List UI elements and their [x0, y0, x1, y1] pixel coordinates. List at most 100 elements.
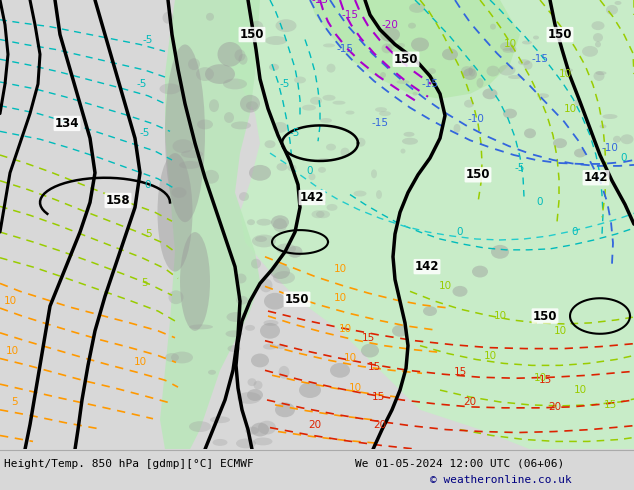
Text: 10: 10: [349, 383, 361, 393]
Text: -15: -15: [372, 119, 389, 128]
Ellipse shape: [361, 343, 379, 358]
Ellipse shape: [595, 42, 601, 48]
Ellipse shape: [203, 170, 219, 184]
Ellipse shape: [500, 42, 514, 51]
Ellipse shape: [316, 210, 330, 218]
Ellipse shape: [181, 150, 203, 158]
Ellipse shape: [236, 296, 248, 305]
Ellipse shape: [533, 36, 539, 40]
Text: 10: 10: [439, 281, 451, 292]
Text: 142: 142: [300, 191, 324, 204]
Text: 150: 150: [394, 53, 418, 66]
Ellipse shape: [401, 148, 406, 153]
Ellipse shape: [490, 24, 496, 29]
Ellipse shape: [157, 153, 193, 271]
Ellipse shape: [461, 66, 473, 76]
Text: 150: 150: [240, 28, 264, 41]
Polygon shape: [310, 0, 520, 99]
Ellipse shape: [240, 95, 260, 113]
Ellipse shape: [239, 192, 249, 201]
Ellipse shape: [392, 325, 408, 337]
Ellipse shape: [196, 67, 214, 81]
Ellipse shape: [171, 351, 193, 364]
Text: 20: 20: [373, 419, 387, 430]
Ellipse shape: [252, 235, 276, 247]
Ellipse shape: [238, 54, 247, 65]
Ellipse shape: [318, 158, 330, 162]
Ellipse shape: [537, 93, 549, 98]
Ellipse shape: [320, 118, 332, 123]
Ellipse shape: [294, 76, 306, 83]
Ellipse shape: [273, 218, 287, 232]
Ellipse shape: [276, 344, 285, 349]
Ellipse shape: [356, 138, 365, 147]
Text: 10: 10: [559, 69, 572, 79]
Text: 5: 5: [11, 397, 17, 407]
Ellipse shape: [397, 43, 405, 48]
Ellipse shape: [205, 64, 235, 84]
Text: 15: 15: [604, 400, 617, 410]
Ellipse shape: [276, 19, 297, 32]
Text: 10: 10: [333, 264, 347, 273]
Text: 0: 0: [307, 166, 313, 176]
Ellipse shape: [299, 382, 321, 398]
Text: 142: 142: [415, 260, 439, 273]
Text: 15: 15: [361, 333, 375, 343]
Ellipse shape: [595, 71, 607, 75]
Ellipse shape: [593, 33, 603, 42]
Text: -5: -5: [280, 79, 290, 89]
Ellipse shape: [453, 286, 467, 297]
Ellipse shape: [278, 366, 290, 379]
Ellipse shape: [189, 324, 213, 329]
Ellipse shape: [311, 210, 325, 218]
Polygon shape: [230, 0, 634, 449]
Ellipse shape: [574, 99, 581, 106]
Text: -15: -15: [342, 10, 358, 20]
Ellipse shape: [273, 271, 295, 284]
Ellipse shape: [396, 80, 410, 84]
Ellipse shape: [375, 107, 387, 112]
Ellipse shape: [346, 111, 354, 115]
Ellipse shape: [287, 246, 302, 258]
Ellipse shape: [189, 421, 211, 432]
Text: 5: 5: [145, 229, 152, 239]
Ellipse shape: [251, 259, 261, 269]
Ellipse shape: [208, 370, 216, 375]
Ellipse shape: [263, 343, 277, 349]
Ellipse shape: [508, 75, 522, 79]
Ellipse shape: [209, 99, 219, 112]
Ellipse shape: [271, 215, 289, 229]
Text: 20: 20: [308, 419, 321, 430]
Ellipse shape: [250, 21, 264, 35]
Ellipse shape: [276, 163, 287, 171]
Ellipse shape: [210, 416, 230, 423]
Ellipse shape: [379, 111, 391, 116]
Text: 15: 15: [367, 363, 380, 372]
Text: 10: 10: [484, 350, 496, 361]
Ellipse shape: [477, 78, 484, 88]
Text: 158: 158: [106, 194, 131, 207]
Ellipse shape: [327, 204, 337, 211]
Text: -15: -15: [531, 54, 548, 64]
Text: 10: 10: [503, 39, 517, 49]
Text: Height/Temp. 850 hPa [gdmp][°C] ECMWF: Height/Temp. 850 hPa [gdmp][°C] ECMWF: [4, 459, 254, 468]
Text: 0: 0: [621, 153, 627, 163]
Ellipse shape: [582, 46, 598, 57]
Ellipse shape: [614, 1, 621, 5]
Ellipse shape: [371, 170, 377, 178]
Ellipse shape: [522, 41, 532, 45]
Ellipse shape: [226, 330, 242, 337]
Ellipse shape: [323, 44, 335, 48]
Text: -5: -5: [140, 128, 150, 138]
Ellipse shape: [247, 378, 257, 386]
Text: 150: 150: [548, 28, 573, 41]
Ellipse shape: [327, 64, 335, 73]
Text: -10: -10: [602, 143, 618, 153]
Ellipse shape: [323, 95, 335, 101]
Ellipse shape: [524, 128, 536, 138]
Ellipse shape: [469, 66, 476, 76]
Text: 20: 20: [548, 402, 562, 412]
Text: 10: 10: [3, 296, 16, 306]
Ellipse shape: [621, 134, 633, 144]
Ellipse shape: [254, 381, 262, 390]
